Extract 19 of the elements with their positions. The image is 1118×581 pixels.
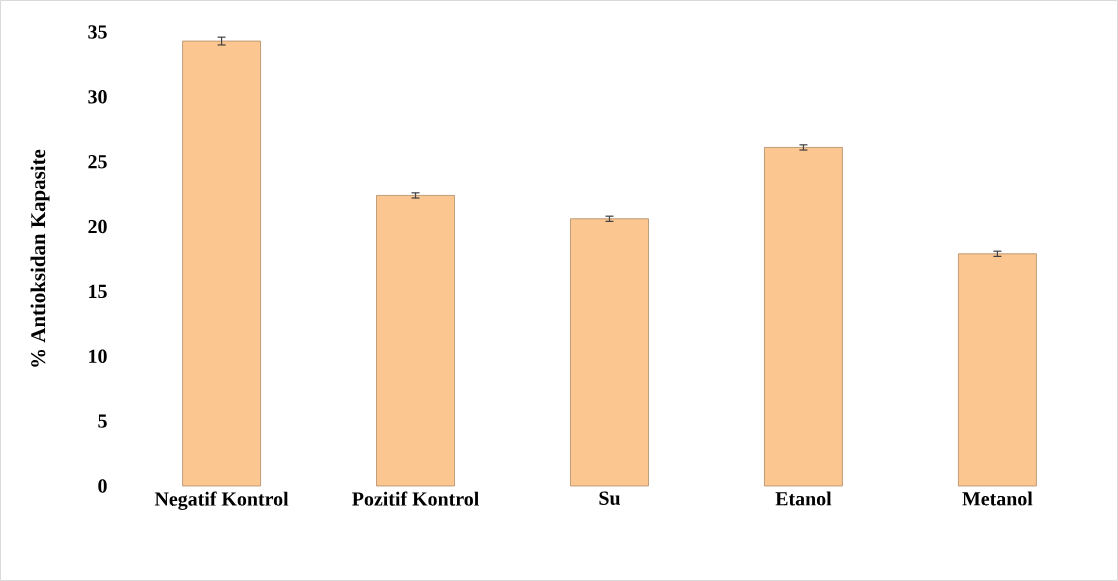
bar <box>182 40 261 487</box>
x-tick-label: Metanol <box>962 491 1033 506</box>
y-tick-label: 0 <box>98 479 107 493</box>
x-tick-label: Pozitif Kontrol <box>352 491 479 506</box>
y-tick-label: 10 <box>89 349 107 363</box>
y-tick-label: 30 <box>88 90 107 104</box>
y-tick-label: 25 <box>88 155 107 169</box>
x-tick-label: Etanol <box>775 491 832 506</box>
bar <box>570 218 649 487</box>
y-tick-label: 5 <box>98 414 107 428</box>
y-tick-label: 20 <box>88 219 107 234</box>
bar <box>958 253 1037 487</box>
y-tick-label: 15 <box>89 284 107 299</box>
y-tick-label: 35 <box>88 25 107 39</box>
x-tick-label: Negatif Kontrol <box>154 491 289 510</box>
bar <box>376 195 455 487</box>
bar <box>764 147 843 487</box>
y-axis-title: % Antioksidan Kapasite <box>30 149 50 367</box>
x-tick-label: Su <box>599 491 621 505</box>
